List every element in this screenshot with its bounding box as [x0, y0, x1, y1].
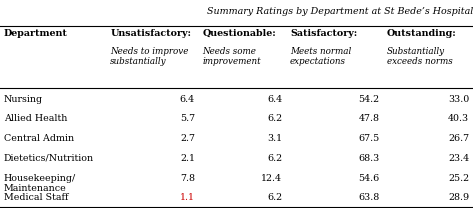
Text: 6.4: 6.4 — [267, 95, 282, 104]
Text: 6.2: 6.2 — [267, 193, 282, 202]
Text: 54.2: 54.2 — [358, 95, 379, 104]
Text: 23.4: 23.4 — [448, 154, 469, 163]
Text: Summary Ratings by Department at St Bede’s Hospital: Summary Ratings by Department at St Bede… — [207, 7, 473, 16]
Text: Medical Staff: Medical Staff — [4, 193, 68, 202]
Text: 26.7: 26.7 — [448, 134, 469, 143]
Text: Satisfactory:: Satisfactory: — [290, 29, 357, 38]
Text: Central Admin: Central Admin — [4, 134, 74, 143]
Text: 2.7: 2.7 — [180, 134, 195, 143]
Text: 25.2: 25.2 — [448, 174, 469, 183]
Text: 67.5: 67.5 — [358, 134, 379, 143]
Text: Department: Department — [4, 29, 68, 38]
Text: Nursing: Nursing — [4, 95, 43, 104]
Text: 12.4: 12.4 — [262, 174, 282, 183]
Text: 28.9: 28.9 — [448, 193, 469, 202]
Text: Outstanding:: Outstanding: — [387, 29, 456, 38]
Text: 6.2: 6.2 — [267, 114, 282, 123]
Text: Dietetics/Nutrition: Dietetics/Nutrition — [4, 154, 94, 163]
Text: Substantially
exceeds norms: Substantially exceeds norms — [387, 47, 453, 66]
Text: 1.1: 1.1 — [180, 193, 195, 202]
Text: Allied Health: Allied Health — [4, 114, 67, 123]
Text: Housekeeping/
Maintenance: Housekeeping/ Maintenance — [4, 174, 76, 193]
Text: 54.6: 54.6 — [358, 174, 379, 183]
Text: Unsatisfactory:: Unsatisfactory: — [110, 29, 191, 38]
Text: 5.7: 5.7 — [180, 114, 195, 123]
Text: 33.0: 33.0 — [448, 95, 469, 104]
Text: 40.3: 40.3 — [448, 114, 469, 123]
Text: 6.4: 6.4 — [180, 95, 195, 104]
Text: Questionable:: Questionable: — [202, 29, 276, 38]
Text: Needs some
improvement: Needs some improvement — [202, 47, 261, 66]
Text: Meets normal
expectations: Meets normal expectations — [290, 47, 351, 66]
Text: 6.2: 6.2 — [267, 154, 282, 163]
Text: 7.8: 7.8 — [180, 174, 195, 183]
Text: 63.8: 63.8 — [358, 193, 379, 202]
Text: 2.1: 2.1 — [180, 154, 195, 163]
Text: 47.8: 47.8 — [359, 114, 379, 123]
Text: 68.3: 68.3 — [358, 154, 379, 163]
Text: Needs to improve
substantially: Needs to improve substantially — [110, 47, 189, 66]
Text: 3.1: 3.1 — [267, 134, 282, 143]
